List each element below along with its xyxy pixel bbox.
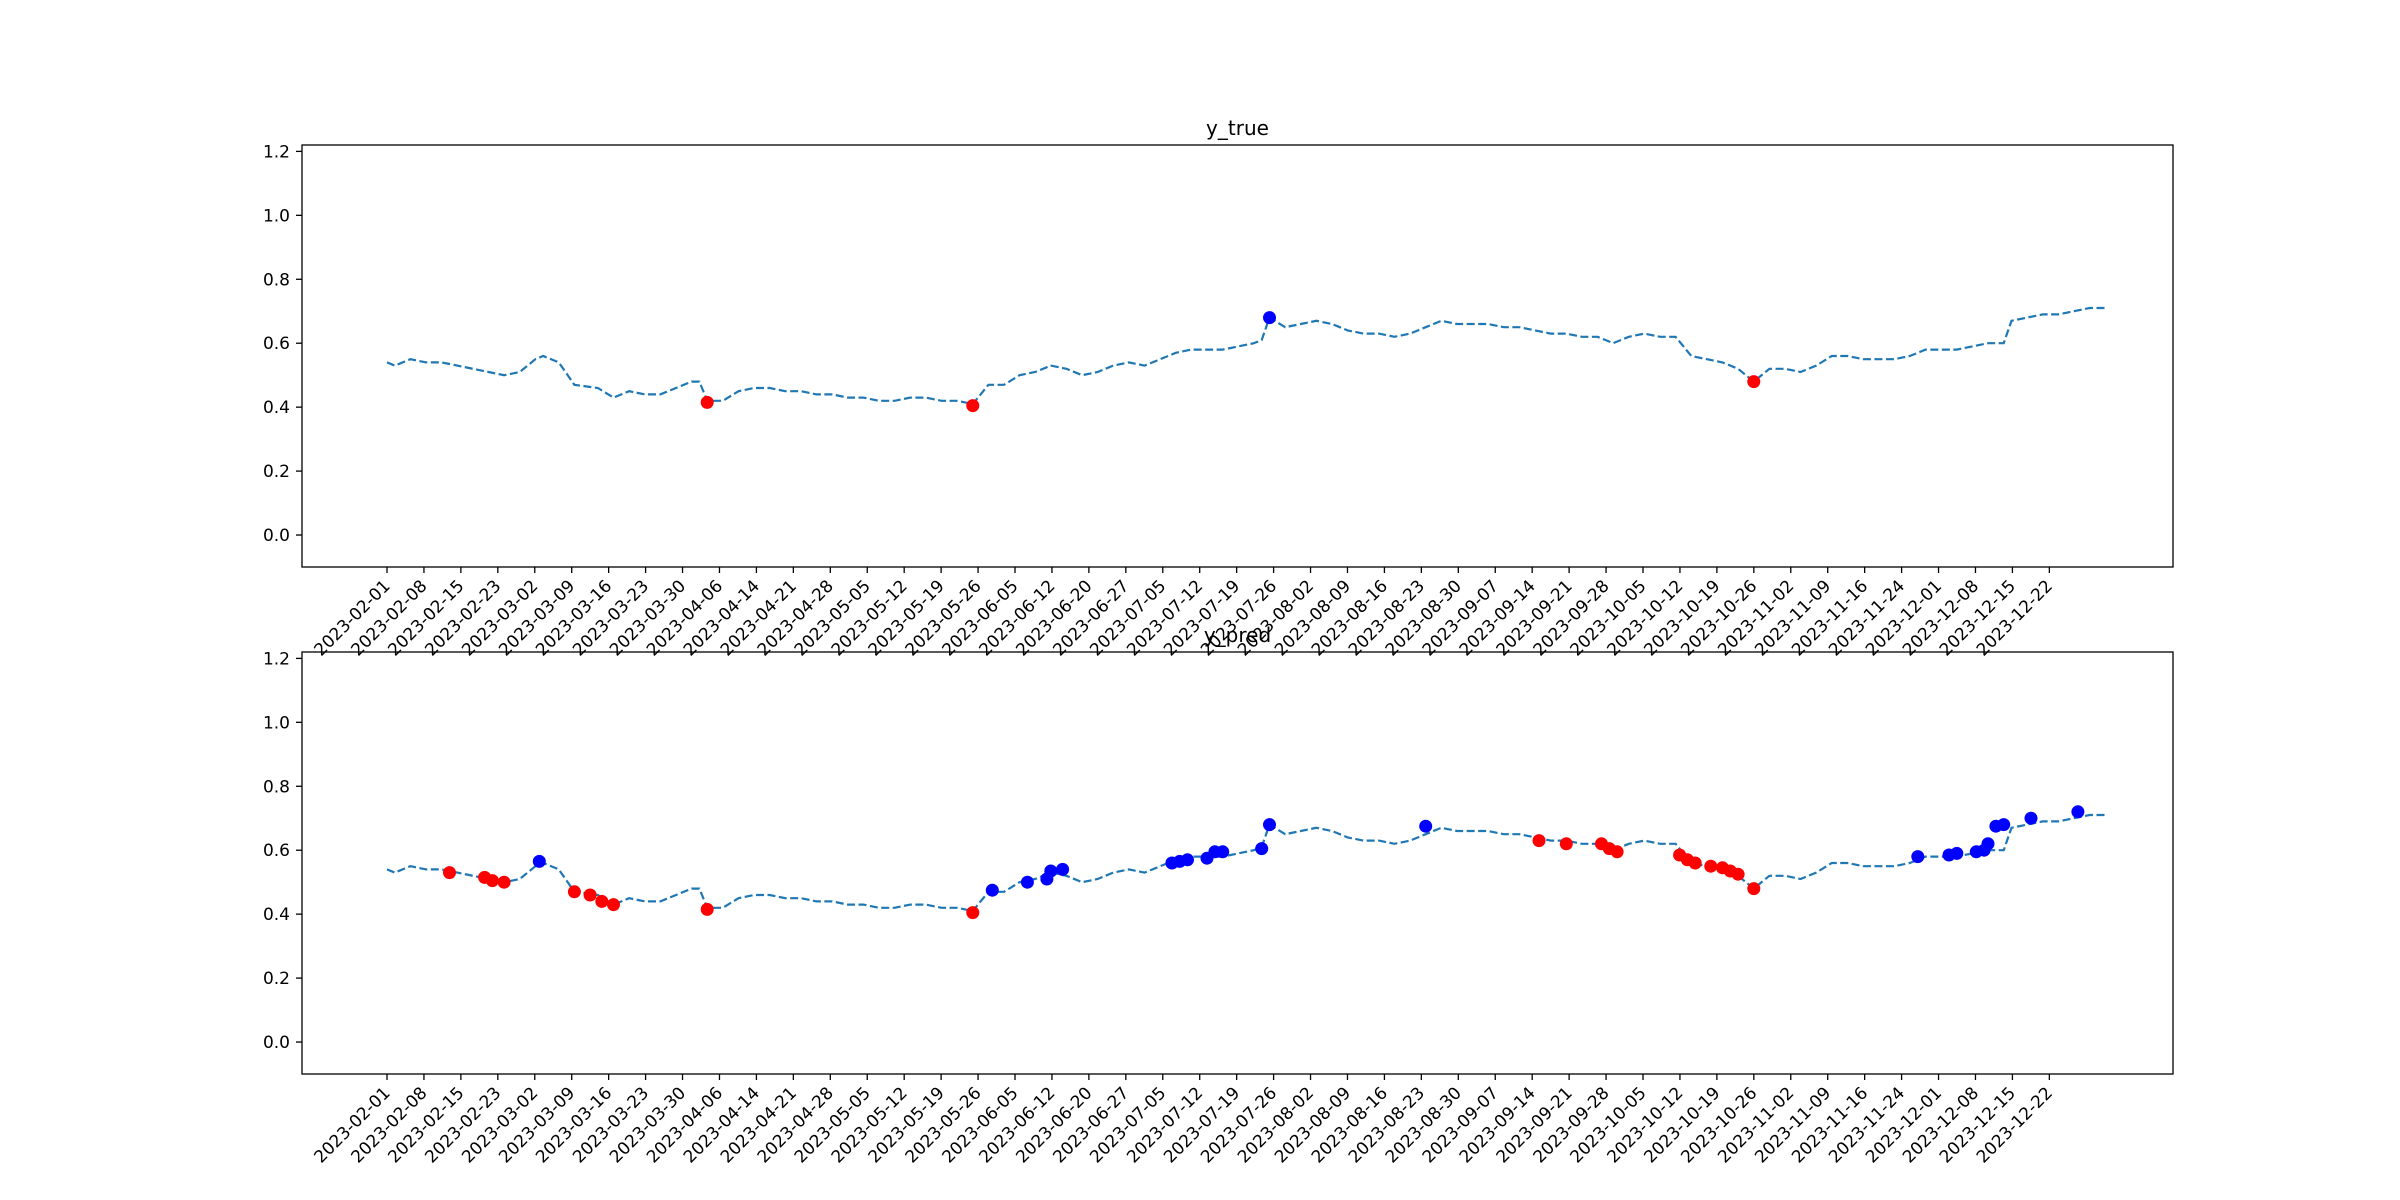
red-marker	[497, 875, 511, 889]
y-axis-ticks: 0.0 0.2 0.4 0.6 0.8 1.0 1.2	[263, 649, 302, 1053]
red-marker	[1747, 882, 1761, 896]
blue-marker	[2024, 811, 2038, 825]
y-tick-label: 0.6	[263, 334, 290, 354]
red-marker	[607, 898, 620, 912]
y-tick-label: 0.8	[263, 270, 290, 290]
y-tick-label: 0.4	[263, 398, 290, 418]
y-tick-label: 0.0	[263, 1033, 290, 1053]
y-tick-label: 1.2	[263, 142, 290, 162]
series-line	[386, 306, 2106, 406]
blue-marker	[1911, 850, 1925, 864]
blue-marker	[1981, 837, 1995, 851]
blue-marker	[1419, 819, 1433, 833]
series-line	[386, 813, 2106, 913]
chart-title: y_true	[1206, 116, 1269, 140]
red-marker	[966, 906, 980, 920]
series-layer	[386, 306, 2106, 406]
blue-marker	[1216, 845, 1230, 859]
red-marker	[1731, 867, 1745, 881]
red-marker	[700, 395, 714, 409]
blue-marker	[1997, 818, 2011, 832]
y-tick-label: 0.2	[263, 462, 290, 482]
y-tick-label: 0.4	[263, 905, 290, 925]
red-marker	[1688, 856, 1702, 870]
blue-marker	[1181, 853, 1194, 867]
red-marker	[443, 866, 456, 880]
y-tick-label: 1.0	[263, 713, 290, 733]
blue-marker	[1263, 311, 1276, 325]
y-tick-label: 1.0	[263, 206, 290, 226]
marker-layer	[443, 805, 2085, 920]
chart-title: y_pred	[1204, 623, 1271, 647]
red-marker	[966, 399, 980, 413]
blue-marker	[1056, 862, 1070, 876]
y-axis-ticks: 0.0 0.2 0.4 0.6 0.8 1.0 1.2	[263, 142, 302, 546]
red-marker	[700, 902, 714, 916]
axes-frame	[301, 144, 2174, 568]
red-marker	[1559, 837, 1573, 851]
red-marker	[583, 888, 597, 902]
red-marker	[1704, 859, 1718, 873]
blue-marker	[1020, 875, 1034, 889]
y-tick-label: 0.6	[263, 841, 290, 861]
marker-layer	[700, 311, 1761, 413]
blue-marker	[1263, 818, 1276, 832]
red-marker	[567, 885, 581, 899]
red-marker	[1532, 834, 1546, 848]
red-marker	[595, 894, 609, 908]
red-marker	[485, 874, 499, 888]
y-tick-label: 1.2	[263, 649, 290, 669]
y-tick-label: 0.0	[263, 526, 290, 546]
axes-frame	[301, 651, 2174, 1075]
blue-marker	[1255, 842, 1269, 856]
series-layer	[386, 813, 2106, 913]
y-tick-label: 0.8	[263, 777, 290, 797]
blue-marker	[1044, 864, 1058, 878]
red-marker	[1747, 375, 1761, 389]
blue-marker	[532, 854, 546, 868]
red-marker	[1610, 845, 1624, 859]
blue-marker	[2071, 805, 2085, 819]
y-tick-label: 0.2	[263, 969, 290, 989]
blue-marker	[985, 883, 999, 897]
blue-marker	[1950, 846, 1964, 860]
